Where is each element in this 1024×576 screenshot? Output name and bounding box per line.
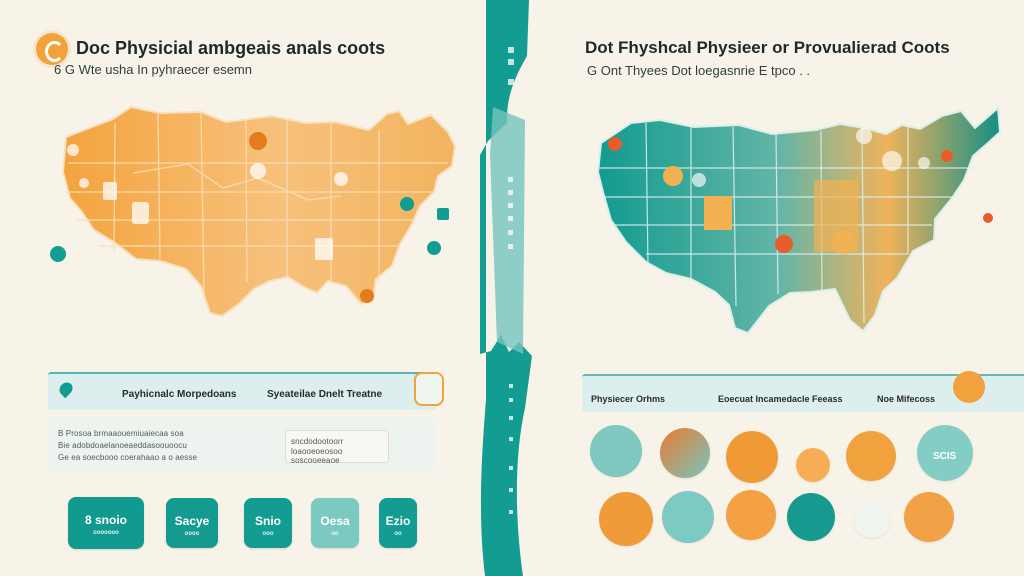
right-circle-3 [726, 431, 778, 483]
right-circle-1 [590, 425, 642, 477]
right-circle-6-label: SCIS [933, 451, 957, 462]
left-inset-line-2: loaooeoeosoo [291, 447, 343, 456]
right-circle-12 [904, 492, 954, 542]
right-info-bar [582, 374, 1024, 412]
right-circle-7 [599, 492, 653, 546]
right-circle-8 [662, 491, 714, 543]
left-stat-card-4-sub: oo [331, 531, 339, 537]
right-circle-5 [846, 431, 896, 481]
left-stat-card-4-value: Oesa [320, 514, 350, 528]
center-divider [480, 0, 532, 576]
left-stat-card-4: Oesa oo [311, 498, 359, 548]
left-title: Doc Physicial ambgeais anals coots [76, 38, 386, 58]
left-info-bar [48, 372, 436, 410]
left-stat-card-3-sub: ooo [262, 531, 274, 537]
right-bar-label-right: Noe Mifecoss [877, 394, 936, 404]
left-bar-label-left: Payhicnalc Morpedoans [122, 389, 237, 400]
right-panel: Dot Fhyshcal Physieer or Provualierad Co… [535, 0, 1024, 576]
right-circle-6 [917, 425, 973, 481]
left-stat-card-2: Sacye oooo [166, 498, 218, 548]
right-us-map [596, 105, 1002, 335]
right-circle-2 [660, 428, 710, 478]
left-stat-card-3: Snio ooo [244, 498, 292, 548]
logo-icon [36, 33, 68, 65]
left-stat-card-3-value: Snio [255, 514, 281, 528]
left-bar-label-right: Syeateilae Dnelt Treatne [267, 389, 383, 400]
right-circle-11 [853, 500, 891, 538]
left-text-line-3: Ge ea soecbooo coerahaao a o aesse [58, 453, 198, 462]
left-us-map [50, 105, 457, 318]
right-circle-9 [726, 490, 776, 540]
right-bar-label-left: Physiecer Orhms [591, 394, 666, 404]
left-stat-card-2-sub: oooo [184, 531, 200, 537]
left-stat-card-1-sub: ooooooo [93, 530, 119, 536]
left-bar-frame-icon [414, 372, 444, 406]
left-stat-card-1-value: 8 snoio [84, 513, 127, 527]
left-stat-card-5: Ezio oo [379, 498, 417, 548]
left-inset-line-3: soscooeeaoe [291, 456, 340, 465]
left-subtitle: 6 G Wte usha In pyhraecer esemn [54, 62, 252, 77]
left-stat-card-5-value: Ezio [385, 514, 411, 528]
right-bar-label-middle: Eoecuat Incamedacle Feeass [718, 394, 843, 404]
left-panel: Doc Physicial ambgeais anals coots 6 G W… [0, 0, 480, 576]
left-stat-card-2-value: Sacye [174, 514, 210, 528]
left-inset-line-1: sncdodootoorr [291, 437, 344, 446]
right-badge-icon [953, 371, 985, 403]
right-circle-4 [796, 448, 830, 482]
left-text-line-2: Bie adobdoaelanoeaeddasoouoocu [58, 441, 187, 450]
left-text-line-1: B Prosoa brmaaouemiuaiecaa soa [58, 429, 184, 438]
right-title: Dot Fhyshcal Physieer or Provualierad Co… [585, 38, 950, 57]
left-stat-card-5-sub: oo [394, 531, 402, 537]
left-inset-box [285, 430, 389, 463]
left-stat-card-1: 8 snoio ooooooo [68, 497, 144, 549]
right-subtitle: G Ont Thyees Dot loegasnrie E tpco . . [587, 63, 811, 78]
right-circle-10 [787, 493, 835, 541]
